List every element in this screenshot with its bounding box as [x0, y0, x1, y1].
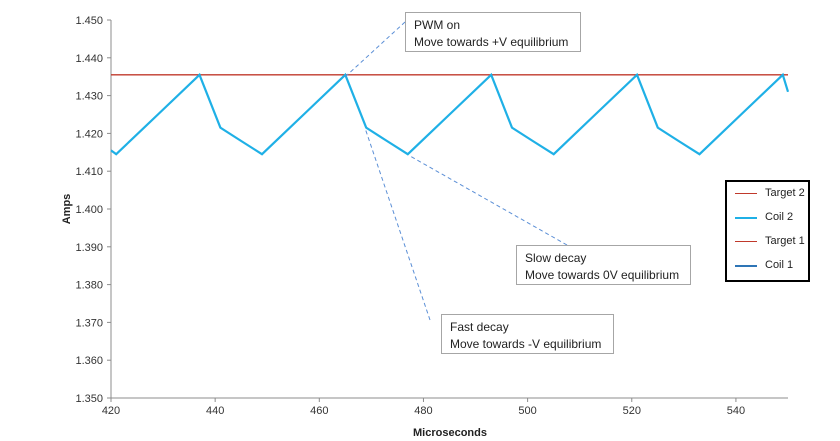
x-tick-label: 460 — [310, 405, 328, 417]
y-tick-label: 1.400 — [75, 204, 103, 216]
y-tick-label: 1.450 — [75, 15, 103, 27]
annotation-fast-decay-line2: Move towards -V equilibrium — [450, 337, 602, 351]
legend-swatch — [735, 193, 757, 194]
x-axis-title: Microseconds — [413, 427, 487, 439]
leader-pwm-on — [344, 21, 406, 78]
y-tick-label: 1.390 — [75, 242, 103, 254]
annotation-pwm-on: PWM on Move towards +V equilibrium — [405, 12, 581, 52]
y-axis-title: Amps — [61, 194, 73, 225]
y-tick-label: 1.370 — [75, 317, 103, 329]
y-tick-label: 1.380 — [75, 280, 103, 292]
y-tick-label: 1.420 — [75, 128, 103, 140]
legend-swatch — [735, 241, 757, 242]
leader-slow-decay — [409, 155, 568, 246]
legend-swatch — [735, 265, 757, 267]
x-tick-label: 440 — [206, 405, 224, 417]
series-line-coil-2 — [110, 72, 790, 156]
y-tick-label: 1.440 — [75, 53, 103, 65]
annotation-leaders — [344, 21, 568, 321]
y-tick-label: 1.350 — [75, 393, 103, 405]
legend-label: Target 2 — [765, 187, 805, 199]
x-tick-label: 540 — [727, 405, 745, 417]
legend-label: Coil 1 — [765, 259, 794, 271]
x-tick-label: 480 — [414, 405, 432, 417]
y-tick-labels: 1.350 1.360 1.370 1.380 1.390 1.400 1.410 1.420… — [75, 15, 103, 405]
legend-label: Coil 2 — [765, 211, 794, 223]
annotation-pwm-on-line2: Move towards +V equilibrium — [414, 35, 569, 49]
annotation-fast-decay: Fast decay Move towards -V equilibrium — [441, 314, 614, 354]
y-tick-label: 1.410 — [75, 166, 103, 178]
legend-label: Target 1 — [765, 235, 805, 247]
x-tick-label: 500 — [518, 405, 536, 417]
x-tick-labels: 420 440 460 480 500 520 540 — [102, 405, 745, 417]
x-tick-label: 420 — [102, 405, 120, 417]
y-tick-label: 1.430 — [75, 91, 103, 103]
annotation-pwm-on-line1: PWM on — [414, 18, 461, 32]
x-tick-label: 520 — [623, 405, 641, 417]
annotation-slow-decay: Slow decay Move towards 0V equilibrium — [516, 245, 691, 285]
annotation-slow-decay-line1: Slow decay — [525, 251, 587, 265]
y-tick-label: 1.360 — [75, 355, 103, 367]
axes — [107, 19, 788, 402]
legend-swatch — [735, 217, 757, 219]
annotation-fast-decay-line1: Fast decay — [450, 320, 509, 334]
legend: Target 2 Coil 2 Target 1 Coil 1 — [725, 180, 810, 282]
annotation-slow-decay-line2: Move towards 0V equilibrium — [525, 268, 680, 282]
leader-fast-decay — [364, 127, 431, 321]
series-lines — [110, 72, 790, 156]
